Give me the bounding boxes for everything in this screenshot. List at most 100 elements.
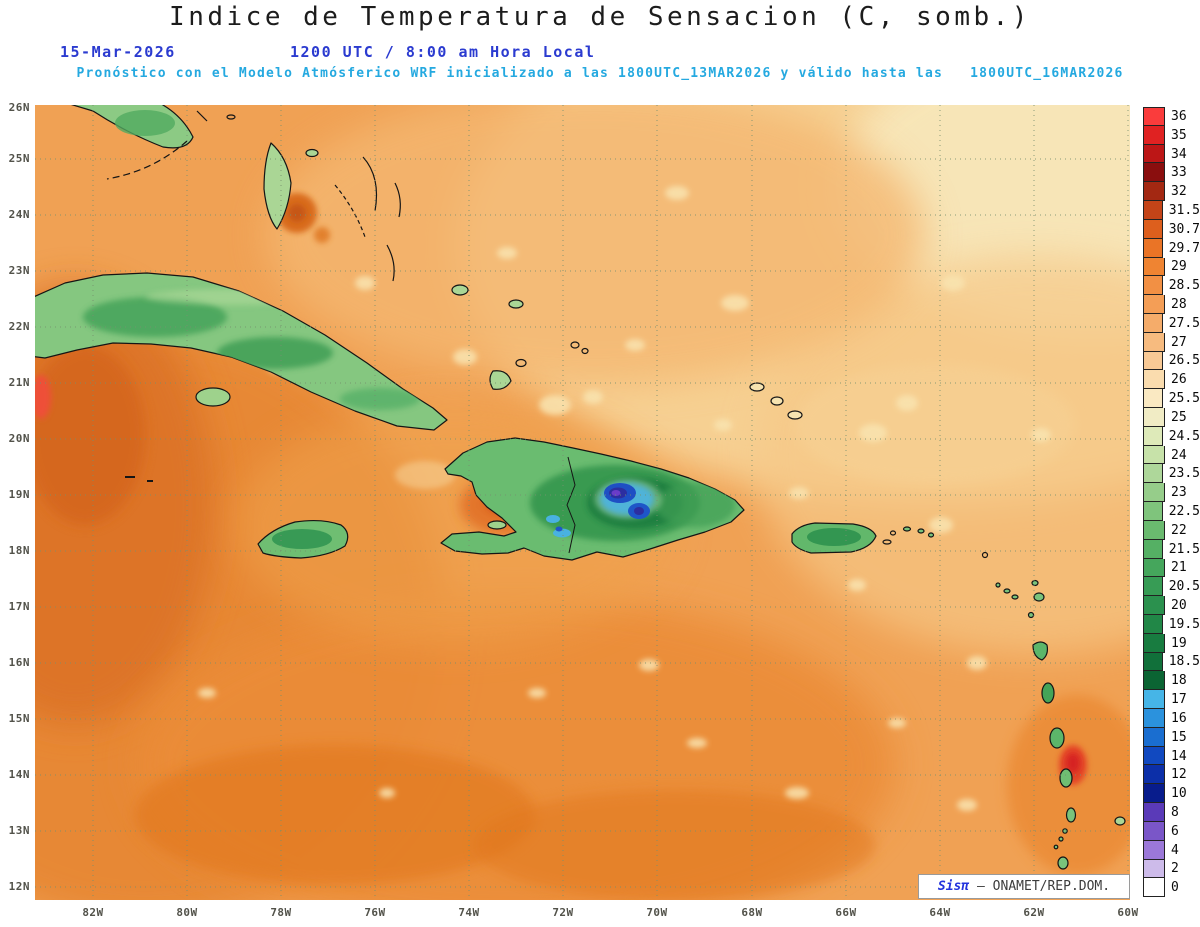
colorbar-row: 8	[1143, 803, 1200, 822]
colorbar-swatch	[1143, 502, 1163, 521]
colorbar-row: 23	[1143, 483, 1200, 503]
colorbar-row: 18.5	[1143, 652, 1200, 672]
lat-tick-label: 14N	[8, 768, 30, 781]
puerto-rico-coastline	[791, 522, 897, 554]
watermark: Sisπ – ONAMET/REP.DOM.	[918, 874, 1130, 899]
colorbar-row: 21.5	[1143, 539, 1200, 559]
colorbar-row: 24	[1143, 445, 1200, 465]
martinique	[1049, 727, 1065, 749]
colorbar-value: 8	[1171, 804, 1179, 820]
colorbar-value: 28.5	[1168, 278, 1200, 294]
lon-tick-label: 76W	[364, 906, 386, 919]
colorbar-value: 19	[1171, 635, 1187, 651]
colorbar-swatch	[1143, 257, 1165, 277]
lat-tick-label: 19N	[8, 488, 30, 501]
colorbar-value: 26.5	[1168, 353, 1200, 369]
colorbar-row: 27	[1143, 332, 1200, 352]
colorbar-value: 17	[1171, 692, 1187, 708]
hispaniola-interior-shading	[530, 465, 735, 541]
colorbar-value: 33	[1171, 165, 1187, 181]
colorbar-value: 25	[1171, 409, 1187, 425]
colorbar-row: 16	[1143, 709, 1200, 728]
gonave-island	[487, 520, 507, 530]
colorbar-row: 20	[1143, 596, 1200, 615]
valid-date: 15-Mar-2026	[60, 43, 176, 61]
lon-tick-label: 60W	[1117, 906, 1139, 919]
colorbar-swatch	[1143, 464, 1163, 484]
lat-tick-label: 18N	[8, 544, 30, 557]
colorbar-row: 18	[1143, 671, 1200, 691]
colorbar-value: 10	[1171, 786, 1187, 802]
page-title: Indice de Temperatura de Sensacion (C, s…	[169, 2, 1031, 32]
florida-coastline	[52, 98, 194, 180]
colorbar-value: 16	[1171, 710, 1187, 726]
colorbar: 36 35 34 33 32 31.5 30.7 29.7 29 28.5 28 27.5 27 26.5…	[1143, 107, 1200, 898]
colorbar-value: 6	[1171, 823, 1179, 839]
lat-tick-label: 23N	[8, 264, 30, 277]
colorbar-row: 35	[1143, 125, 1200, 145]
colorbar-swatch	[1143, 313, 1163, 333]
colorbar-row: 0	[1143, 878, 1200, 898]
lon-tick-label: 66W	[835, 906, 857, 919]
colorbar-swatch	[1143, 520, 1165, 540]
colorbar-swatch	[1143, 614, 1163, 634]
colorbar-swatch	[1143, 107, 1165, 126]
lat-tick-label: 15N	[8, 712, 30, 725]
colorbar-value: 35	[1171, 127, 1187, 143]
colorbar-swatch	[1143, 144, 1165, 164]
colorbar-row: 4	[1143, 840, 1200, 860]
lat-tick-label: 22N	[8, 320, 30, 333]
colorbar-row: 36	[1143, 107, 1200, 126]
colorbar-value: 24	[1171, 447, 1187, 463]
colorbar-value: 22.5	[1168, 503, 1200, 519]
dominica	[1041, 682, 1055, 704]
colorbar-swatch	[1143, 727, 1165, 747]
colorbar-value: 21.5	[1168, 541, 1200, 557]
colorbar-value: 14	[1171, 748, 1187, 764]
lat-tick-label: 12N	[8, 880, 30, 893]
jamaica-coastline	[257, 519, 349, 559]
lon-tick-label: 78W	[270, 906, 292, 919]
colorbar-swatch	[1143, 201, 1163, 220]
colorbar-value: 12	[1171, 767, 1187, 783]
lat-tick-label: 21N	[8, 376, 30, 389]
colorbar-swatch	[1143, 821, 1165, 841]
colorbar-row: 14	[1143, 746, 1200, 766]
colorbar-row: 26.5	[1143, 351, 1200, 371]
colorbar-swatch	[1143, 408, 1165, 427]
colorbar-swatch	[1143, 840, 1165, 860]
lesser-antilles-islands	[902, 526, 1126, 870]
lat-tick-label: 13N	[8, 824, 30, 837]
colorbar-row: 12	[1143, 765, 1200, 785]
colorbar-value: 29.7	[1168, 240, 1200, 256]
colorbar-row: 34	[1143, 144, 1200, 164]
colorbar-swatch	[1143, 276, 1163, 296]
colorbar-swatch	[1143, 332, 1165, 352]
hispaniola-coastline	[440, 437, 745, 561]
colorbar-swatch	[1143, 539, 1163, 559]
colorbar-swatch	[1143, 238, 1163, 258]
colorbar-value: 19.5	[1168, 616, 1200, 632]
colorbar-value: 18.5	[1168, 654, 1200, 670]
lon-tick-label: 74W	[458, 906, 480, 919]
colorbar-row: 33	[1143, 163, 1200, 183]
colorbar-value: 28	[1171, 297, 1187, 313]
colorbar-value: 21	[1171, 560, 1187, 576]
colorbar-swatch	[1143, 426, 1163, 446]
bahamas-islands	[196, 110, 803, 420]
colorbar-swatch	[1143, 709, 1165, 728]
colorbar-value: 25.5	[1168, 391, 1200, 407]
colorbar-row: 32	[1143, 182, 1200, 202]
colorbar-swatch	[1143, 445, 1165, 465]
colorbar-value: 31.5	[1168, 202, 1200, 218]
colorbar-value: 20.5	[1168, 579, 1200, 595]
lon-tick-label: 70W	[646, 906, 668, 919]
colorbar-swatch	[1143, 633, 1165, 653]
colorbar-row: 25.5	[1143, 389, 1200, 408]
colorbar-row: 29.7	[1143, 238, 1200, 258]
colorbar-row: 31.5	[1143, 201, 1200, 220]
lon-tick-label: 62W	[1023, 906, 1045, 919]
